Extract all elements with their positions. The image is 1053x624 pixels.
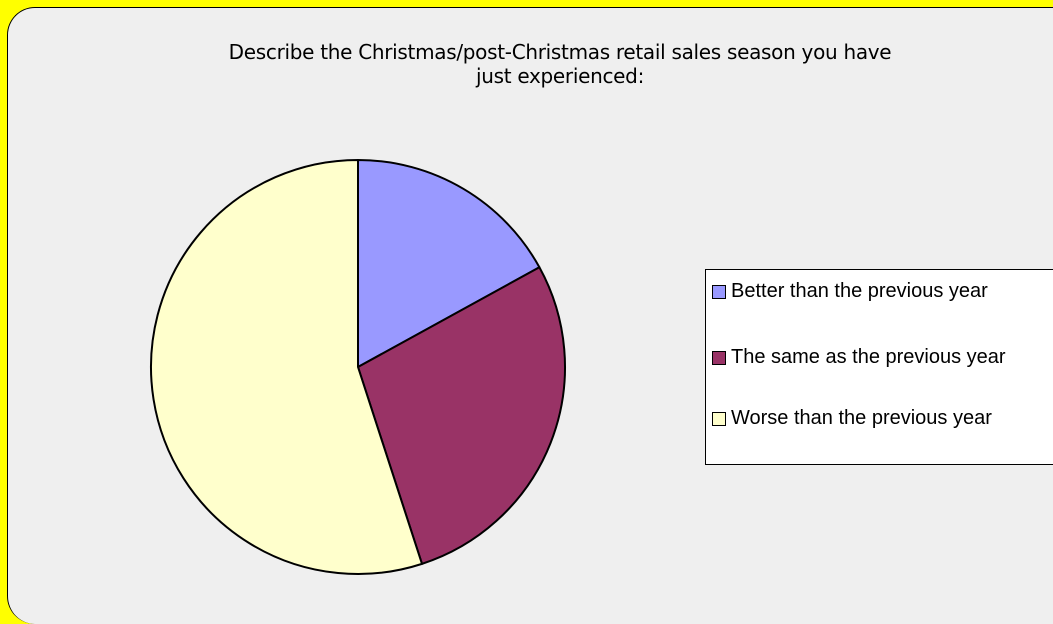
legend-swatch-same <box>712 351 726 365</box>
chart-title: Describe the Christmas/post-Christmas re… <box>0 40 1053 88</box>
legend-label-same: The same as the previous year <box>731 346 1006 368</box>
legend-item-worse: Worse than the previous year <box>712 407 1001 429</box>
pie-slice-worse <box>150 159 423 575</box>
legend-label-worse: Worse than the previous year <box>731 407 992 429</box>
legend-item-better: Better than the previous year <box>712 280 1021 302</box>
pie-slice-better <box>357 159 541 368</box>
legend: Better than the previous year The same a… <box>705 269 1053 465</box>
legend-item-same: The same as the previous year <box>712 346 1021 368</box>
legend-swatch-better <box>712 285 726 299</box>
chart-title-line-2: just experienced: <box>475 64 645 88</box>
legend-swatch-worse <box>712 412 726 426</box>
pie-slice-same <box>357 266 566 565</box>
legend-label-better: Better than the previous year <box>731 280 988 302</box>
chart-title-line-1: Describe the Christmas/post-Christmas re… <box>228 40 892 64</box>
